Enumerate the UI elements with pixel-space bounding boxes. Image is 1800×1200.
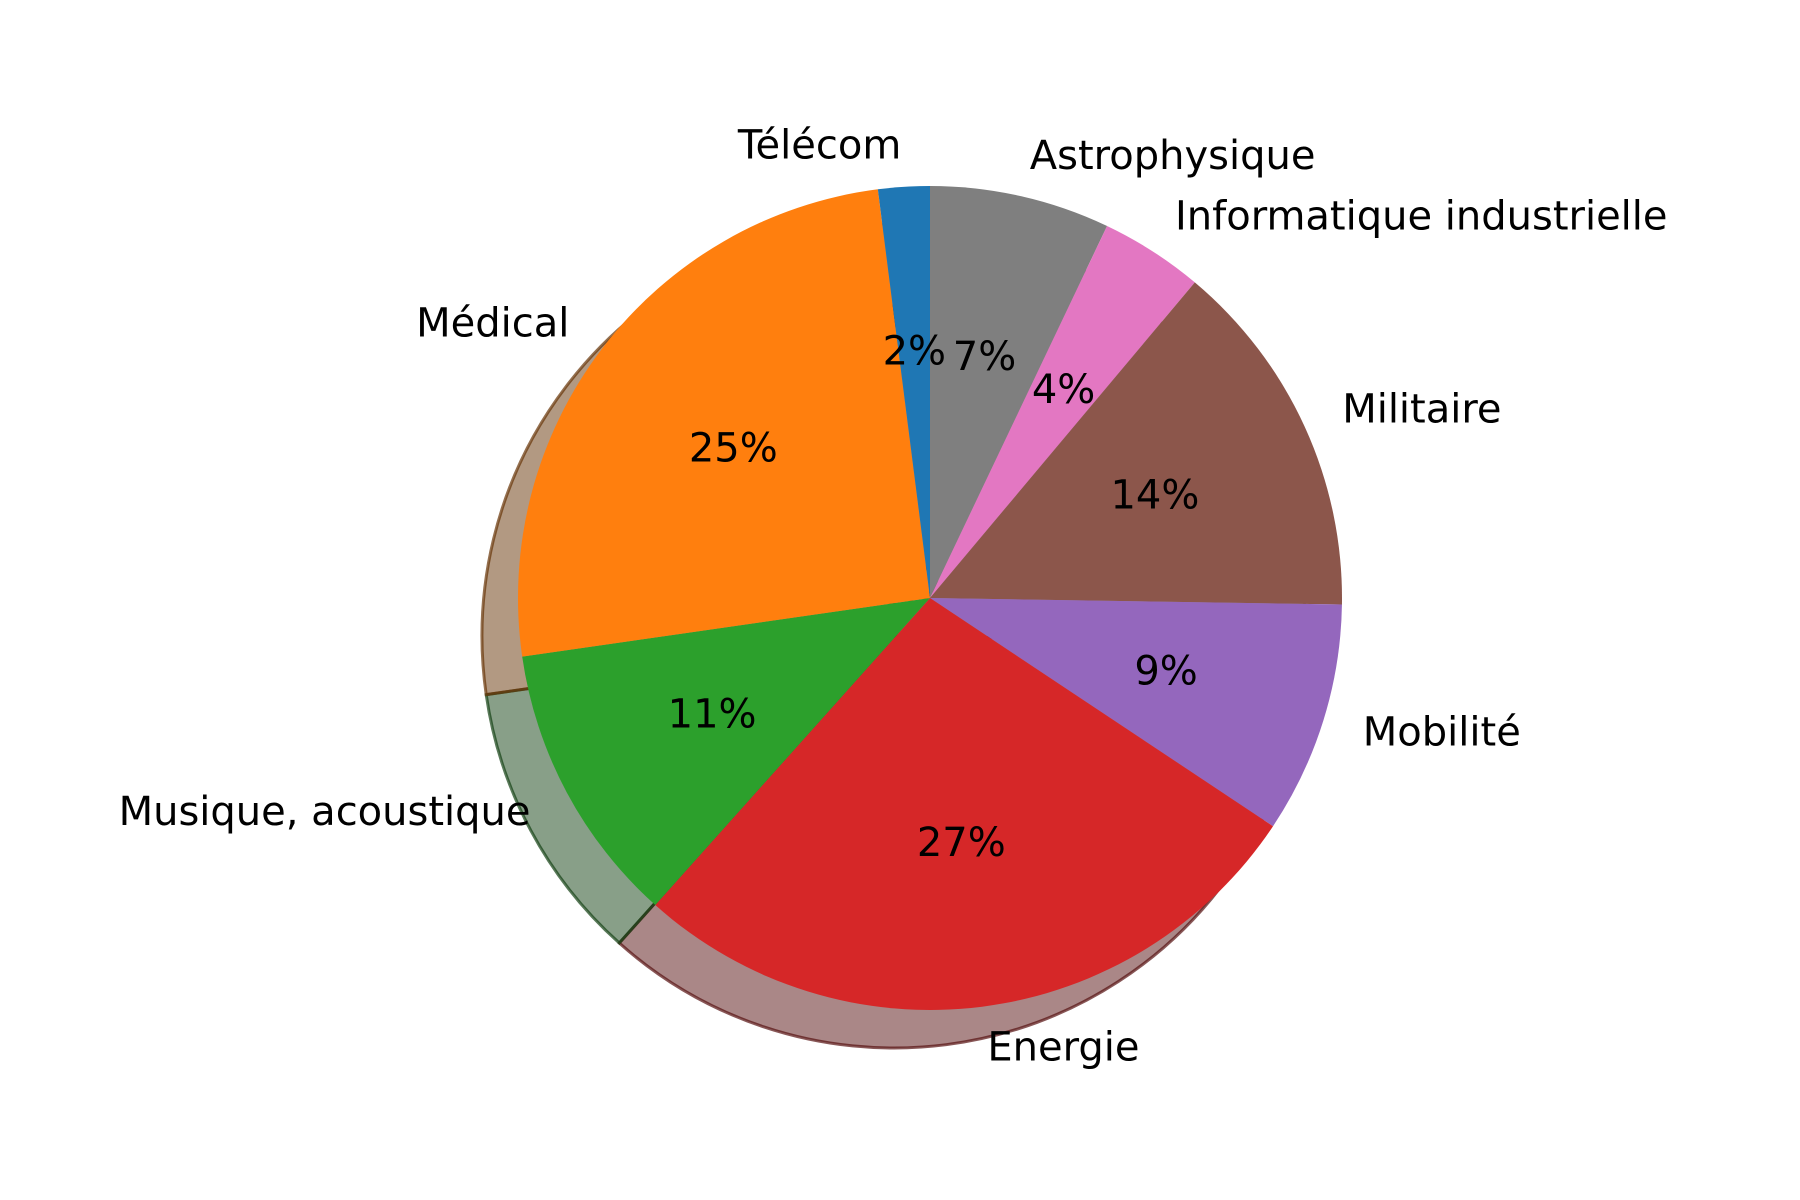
pie-slices bbox=[517, 186, 1343, 1011]
pie-slice-astrophysique bbox=[930, 186, 1108, 598]
pie-label-telecom: Télécom bbox=[737, 123, 901, 169]
pie-pct-label-musique-acoustique: 11% bbox=[668, 692, 757, 738]
pie-pct-label-militaire: 14% bbox=[1110, 472, 1199, 518]
pie-label-astrophysique: Astrophysique bbox=[1030, 133, 1316, 179]
pie-slice-militaire bbox=[930, 282, 1343, 605]
pie-pct-label-informatique-industrielle: 4% bbox=[1032, 367, 1095, 413]
pie-label-musique-acoustique: Musique, acoustique bbox=[119, 789, 531, 835]
pie-slice-informatique-industrielle bbox=[930, 225, 1195, 599]
pie-label-militaire: Militaire bbox=[1342, 387, 1501, 433]
pie-pct-label-energie: 27% bbox=[917, 820, 1006, 866]
pie-label-medical: Médical bbox=[416, 301, 569, 347]
pie-slice-musique-acoustique bbox=[522, 598, 930, 906]
pie-pct-label-telecom: 2% bbox=[883, 328, 946, 374]
pie-slice-medical bbox=[517, 189, 930, 657]
pie-label-energie: Energie bbox=[987, 1025, 1139, 1071]
pie-pct-label-mobilite: 9% bbox=[1134, 648, 1197, 694]
pie-slice-telecom bbox=[877, 186, 930, 598]
pie-label-mobilite: Mobilité bbox=[1363, 710, 1521, 756]
pie-slice-energie bbox=[655, 598, 1274, 1011]
pie-slice-mobilite bbox=[930, 598, 1342, 827]
pie-pct-label-medical: 25% bbox=[689, 425, 778, 471]
pie-pct-label-astrophysique: 7% bbox=[953, 334, 1016, 380]
pie-labels: 7% Astrophysique 4% Informatique industriel… bbox=[119, 123, 1668, 1071]
pie-label-informatique-industrielle: Informatique industrielle bbox=[1175, 194, 1668, 240]
